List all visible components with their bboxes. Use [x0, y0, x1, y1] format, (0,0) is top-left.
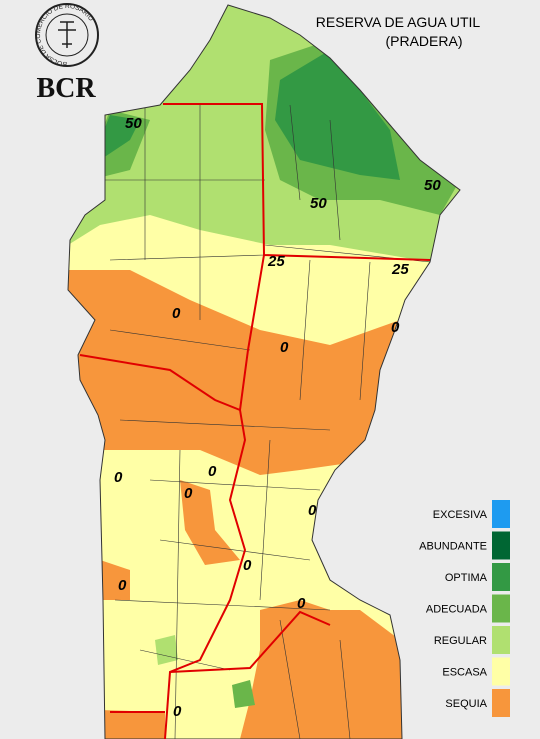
legend: EXCESIVA ABUNDANTE OPTIMA ADECUADA REGULAR ES… [419, 500, 510, 717]
legend-label: ESCASA [442, 667, 487, 679]
contour-label: 50 [125, 115, 142, 132]
legend-swatch [492, 563, 510, 591]
title-line1: RESERVA DE AGUA UTIL [316, 14, 481, 30]
legend-label: EXCESIVA [433, 509, 488, 521]
contour-label: 0 [208, 463, 217, 480]
contour-label: 0 [172, 305, 181, 322]
contour-label: 0 [184, 485, 193, 502]
contour-labels: 50 50 50 25 25 0 0 0 0 0 0 0 0 0 0 0 [114, 115, 441, 720]
legend-label: ABUNDANTE [419, 541, 487, 553]
contour-label: 50 [310, 195, 327, 212]
legend-swatch [492, 594, 510, 623]
legend-swatch [492, 500, 510, 528]
contour-label: 0 [114, 469, 123, 486]
logo: BOLSA DE COMERCIO DE ROSARIO BCR [35, 3, 99, 104]
legend-swatch [492, 531, 510, 560]
title-line2: (PRADERA) [385, 33, 462, 49]
contour-label: 0 [173, 703, 182, 720]
contour-label: 0 [308, 502, 317, 519]
contour-label: 0 [280, 339, 289, 356]
legend-swatch [492, 657, 510, 686]
outline [67, 4, 461, 739]
contour-label: 50 [424, 177, 441, 194]
contour-label: 25 [267, 253, 285, 270]
contour-label: 0 [297, 595, 306, 612]
legend-swatch [492, 626, 510, 654]
legend-label: SEQUIA [445, 698, 487, 710]
contour-label: 0 [118, 577, 127, 594]
logo-text: BCR [36, 73, 96, 104]
contour-label: 25 [391, 261, 409, 278]
logo-ring-text: BOLSA DE COMERCIO DE ROSARIO [35, 3, 95, 67]
legend-label: ADECUADA [426, 604, 488, 616]
legend-label: REGULAR [434, 635, 487, 647]
province-borders [79, 103, 431, 739]
contour-label: 0 [391, 319, 400, 336]
legend-label: OPTIMA [445, 572, 488, 584]
legend-swatch [492, 689, 510, 717]
logo-ring-path: BOLSA DE COMERCIO DE ROSARIO [35, 3, 95, 67]
contour-label: 0 [243, 557, 252, 574]
